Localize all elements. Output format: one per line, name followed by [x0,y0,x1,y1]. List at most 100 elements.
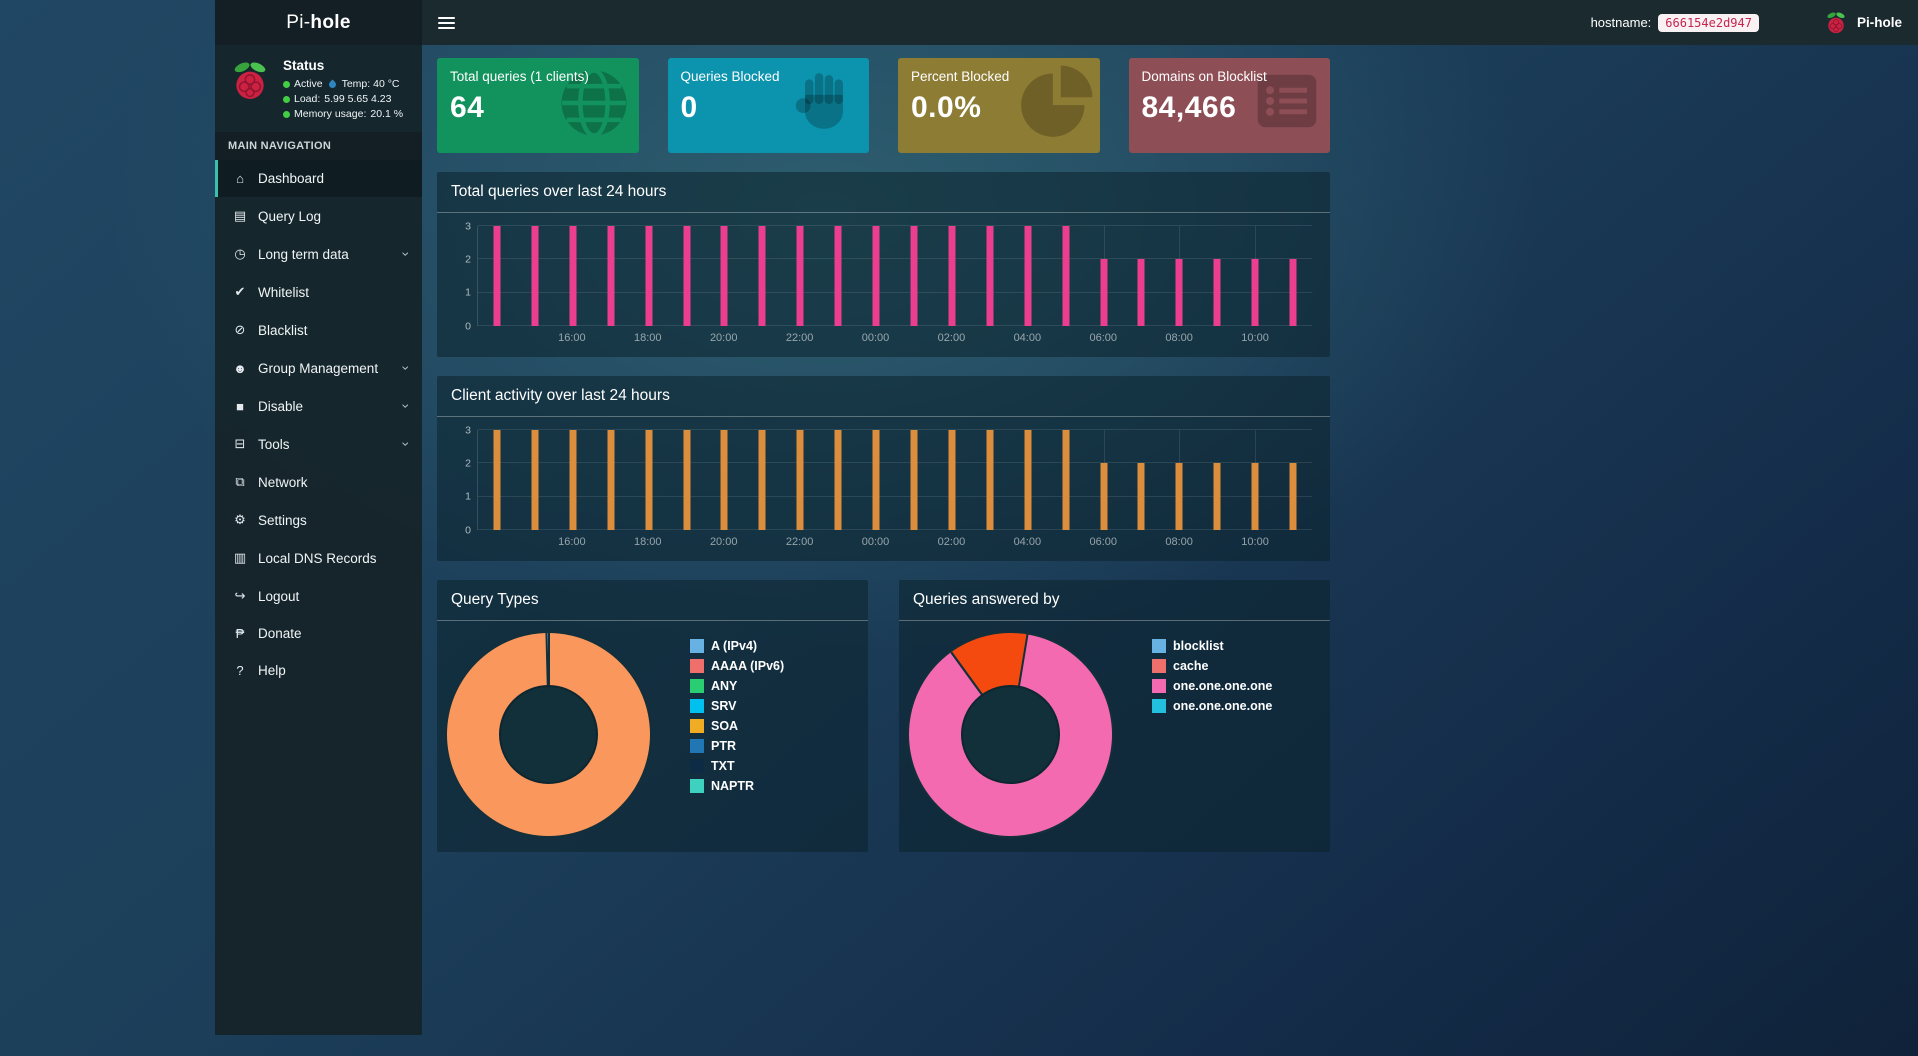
queries-answered-chart[interactable]: blocklist cache one.one.one.one one.one.one… [899,621,1330,852]
folder-icon: ⊟ [234,436,246,451]
sitemap-icon: ⧉ [235,474,245,489]
legend-item[interactable]: NAPTR [690,779,784,793]
y-axis-tick: 0 [465,319,471,332]
sidebar-item-query-log[interactable]: ▤ Query Log [215,197,422,235]
summary-card-total-queries-1-clients: Total queries (1 clients) 64 [437,58,639,153]
legend-item[interactable]: AAAA (IPv6) [690,659,784,673]
legend-swatch-icon [690,639,704,653]
sidebar-item-disable[interactable]: ■ Disable › [215,387,422,425]
app-logo[interactable]: Pi-hole [215,0,422,45]
x-axis-tick: 22:00 [785,536,814,548]
legend-item[interactable]: A (IPv4) [690,639,784,653]
sidebar-item-blacklist[interactable]: ⊘ Blacklist [215,311,422,349]
x-axis-labels: 16:00 18:00 20:00 22:00 00:00 02:00 04:00 06:00… [477,331,1312,348]
panel-query-types: Query Types A (IPv4) AAAA (IPv6) ANY SRV SOA… [437,580,868,852]
sidebar-item-local-dns-records[interactable]: ▥ Local DNS Records [215,539,422,577]
status-block: Status Active Temp: 40 °C Load: 5.99 5.65 4… [283,58,403,120]
legend-label: A (IPv4) [711,639,758,653]
x-axis-tick: 02:00 [937,332,966,344]
y-axis-tick: 0 [465,523,471,536]
bar [531,430,539,530]
legend-item[interactable]: blocklist [1152,639,1272,653]
sidebar-item-label: Logout [258,588,300,604]
bar [1062,226,1070,326]
total-queries-chart[interactable]: 0 1 2 3 16:00 18:00 20:00 22:00 00:00 02:00 04:00 0… [437,213,1330,357]
slice-divider [547,633,550,735]
bar [1213,463,1221,530]
sidebar-item-label: Donate [258,626,302,641]
legend-item[interactable]: one.one.one.one [1152,679,1272,693]
bar [1175,463,1183,530]
user-menu[interactable]: Pi-hole [1823,10,1902,36]
paypal-icon: ₱ [235,626,245,641]
panel-total-queries: Total queries over last 24 hours 0 1 2 3 16:… [437,172,1330,357]
clock-icon: ◷ [234,246,246,261]
donut [909,633,1112,836]
card-title: Domains on Blocklist [1141,69,1267,84]
bar [1213,259,1221,326]
sidebar-item-group-management[interactable]: ☻ Group Management › [215,349,422,387]
y-axis-tick: 1 [465,286,471,299]
sidebar-toggle-button[interactable] [422,0,470,45]
bar [1024,430,1032,530]
sidebar-item-tools[interactable]: ⊟ Tools › [215,425,422,463]
legend-swatch-icon [690,699,704,713]
pie-panels-row: Query Types A (IPv4) AAAA (IPv6) ANY SRV SOA… [437,580,1330,852]
sidebar: Status Active Temp: 40 °C Load: 5.99 5.65 4… [215,45,422,1035]
sidebar-item-logout[interactable]: ↪ Logout [215,577,422,615]
legend-item[interactable]: SOA [690,719,784,733]
legend-item[interactable]: cache [1152,659,1272,673]
status-dot-icon [283,95,290,103]
bar [1137,463,1145,530]
sidebar-item-dashboard[interactable]: ⌂ Dashboard [215,160,422,197]
pie-chart-icon [1018,64,1094,145]
legend-item[interactable]: one.one.one.one [1152,699,1272,713]
question-circle-icon: ? [236,663,244,678]
app-logo-text: Pi- [286,11,311,33]
bar [796,226,804,326]
legend-item[interactable]: PTR [690,739,784,753]
x-axis-tick: 20:00 [709,332,738,344]
pihole-logo-icon [234,62,266,99]
bar [607,226,615,326]
legend-item[interactable]: SRV [690,699,784,713]
sidebar-item-label: Dashboard [258,171,325,186]
hamburger-icon [437,21,455,24]
address-book-icon: ▥ [233,550,247,565]
sidebar-item-network[interactable]: ⧉ Network [215,463,422,501]
legend-label: cache [1173,659,1209,673]
sidebar-item-long-term-data[interactable]: ◷ Long term data › [215,235,422,273]
client-activity-chart[interactable]: 0 1 2 3 16:00 18:00 20:00 22:00 00:00 02:00 04:00 0… [437,417,1330,561]
top-navbar: Pi-hole hostname: 666154e2d947 Pi-hole [215,0,1918,45]
legend-item[interactable]: TXT [690,759,784,773]
x-axis-tick: 08:00 [1165,332,1193,344]
x-axis-tick: 22:00 [785,332,814,344]
legend-label: PTR [711,739,736,753]
y-axis-tick: 2 [465,457,471,470]
status-title: Status [283,58,325,73]
legend-label: SRV [711,699,737,713]
gears-icon: ⚙ [234,512,246,527]
main-content: Total queries (1 clients) 64 Queries Block… [437,58,1330,852]
chevron-down-icon: › [398,403,415,409]
chart-legend: blocklist cache one.one.one.one one.one.one… [1152,639,1272,713]
x-axis-tick: 10:00 [1241,536,1269,548]
x-axis-tick: 18:00 [634,332,662,344]
sidebar-item-settings[interactable]: ⚙ Settings [215,501,422,539]
panel-title: Client activity over last 24 hours [437,376,1330,417]
hamburger-icon [437,26,455,29]
sidebar-item-help[interactable]: ? Help [215,652,422,689]
panel-queries-answered: Queries answered by blocklist cache one.on… [899,580,1330,852]
query-types-chart[interactable]: A (IPv4) AAAA (IPv6) ANY SRV SOA PTR TXT NAPTR [437,621,868,852]
sidebar-item-whitelist[interactable]: ✔ Whitelist [215,273,422,311]
legend-swatch-icon [1152,679,1166,693]
bar [834,430,842,530]
panel-title: Total queries over last 24 hours [437,172,1330,213]
legend-item[interactable]: ANY [690,679,784,693]
card-title: Percent Blocked [911,69,1010,84]
status-row: Load: 5.99 5.65 4.23 [283,93,403,105]
sidebar-item-donate[interactable]: ₱ Donate [215,615,422,652]
bar [1062,430,1070,530]
chart-plot-area: 0 1 2 3 [465,425,1312,535]
sidebar-item-label: Long term data [258,246,349,262]
